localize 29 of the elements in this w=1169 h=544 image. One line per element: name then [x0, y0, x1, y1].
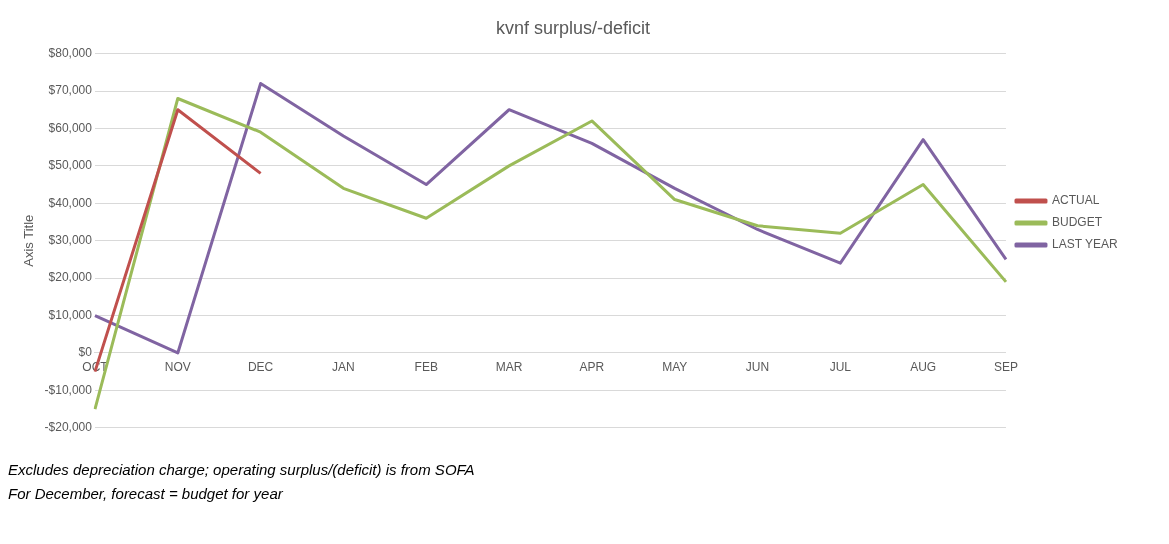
- y-tick-label: -$10,000: [44, 382, 93, 397]
- x-tick-label: AUG: [910, 360, 937, 375]
- text: Excludes depreciation charge; operating surplus/(deficit) is from SOFA: [8, 460, 476, 480]
- legend-label: ACTUAL: [1051, 193, 1100, 208]
- y-tick-label: -$20,000: [44, 420, 93, 435]
- text: For December, forecast = budget for year: [8, 484, 284, 504]
- y-axis-title: Axis Title: [21, 214, 37, 267]
- legend-label: BUDGET: [1051, 215, 1103, 230]
- x-tick-label: FEB: [414, 360, 438, 375]
- x-tick-label: DEC: [247, 360, 274, 375]
- y-tick-label: $70,000: [48, 83, 93, 98]
- x-tick-label: JUN: [745, 360, 770, 375]
- x-tick-label: MAR: [495, 360, 523, 375]
- y-tick-label: $40,000: [48, 195, 93, 210]
- legend-label: LAST YEAR: [1051, 237, 1118, 252]
- x-tick-label: MAY: [662, 360, 688, 375]
- x-tick-label: APR: [579, 360, 605, 375]
- x-tick-label: SEP: [993, 360, 1018, 375]
- chart-title: kvnf surplus/-deficit: [495, 17, 651, 38]
- x-tick-label: JAN: [332, 360, 355, 375]
- y-tick-label: $10,000: [48, 307, 93, 322]
- y-tick-label: $60,000: [48, 120, 93, 135]
- y-tick-label: $20,000: [48, 270, 93, 285]
- x-tick-label: JUL: [829, 360, 852, 375]
- y-tick-label: $30,000: [48, 233, 93, 248]
- y-tick-label: $0: [78, 345, 93, 360]
- y-tick-label: $50,000: [48, 158, 93, 173]
- y-tick-label: $80,000: [48, 45, 93, 60]
- x-tick-label: NOV: [164, 360, 191, 375]
